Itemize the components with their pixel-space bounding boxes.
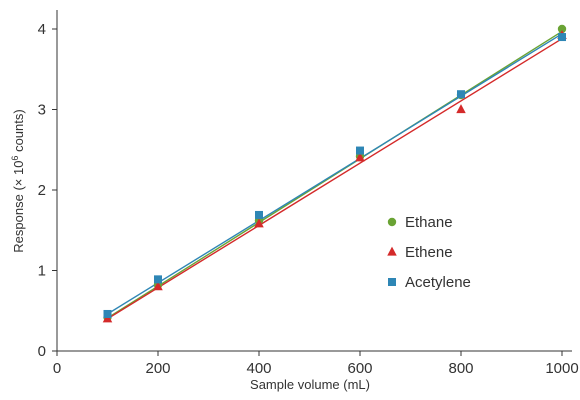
ethene-fit-line	[107, 38, 563, 320]
x-ticks: 0 200 400 600 800 1000	[53, 351, 579, 377]
x-tick-label: 0	[53, 360, 61, 377]
legend-acetylene-label: Acetylene	[405, 274, 471, 291]
y-axis-title: Response (× 106 counts)	[10, 109, 26, 252]
legend-ethane-marker	[387, 217, 397, 227]
ethene-point	[355, 152, 365, 162]
ethene-point	[153, 281, 163, 291]
acetylene-point	[255, 210, 263, 219]
legend-ethene-marker	[387, 246, 397, 256]
acetylene-point	[103, 309, 112, 318]
legend-ethane-label: Ethane	[405, 214, 453, 231]
y-axis-title-suffix: counts)	[11, 109, 26, 155]
x-tick-label: 1000	[545, 360, 578, 377]
legend-acetylene-marker	[388, 278, 396, 286]
acetylene-point	[356, 146, 364, 155]
y-axis-title-superscript: 6	[10, 156, 20, 161]
ethene-point	[254, 218, 264, 228]
y-tick-label: 1	[38, 263, 46, 280]
axes	[56, 10, 572, 352]
acetylene-point	[154, 275, 162, 284]
ethene-point	[456, 104, 466, 114]
ethane-point	[557, 24, 567, 34]
data-markers	[102, 24, 567, 323]
y-ticks: 0 1 2 3 4	[38, 21, 57, 360]
y-tick-label: 4	[38, 21, 46, 38]
y-axis-title-prefix: Response (× 10	[11, 161, 26, 253]
fit-lines	[107, 30, 563, 320]
acetylene-fit-line	[107, 33, 563, 315]
y-tick-label: 2	[38, 182, 46, 199]
y-tick-label: 3	[38, 102, 46, 119]
x-axis-title: Sample volume (mL)	[250, 377, 370, 392]
x-tick-label: 600	[347, 360, 372, 377]
acetylene-point	[558, 33, 566, 42]
acetylene-point	[457, 90, 465, 99]
legend: Ethane Ethene Acetylene	[387, 214, 471, 291]
x-tick-label: 200	[145, 360, 170, 377]
x-tick-label: 400	[246, 360, 271, 377]
legend-ethene-label: Ethene	[405, 244, 453, 261]
y-tick-label: 0	[38, 343, 46, 360]
x-tick-label: 800	[448, 360, 473, 377]
